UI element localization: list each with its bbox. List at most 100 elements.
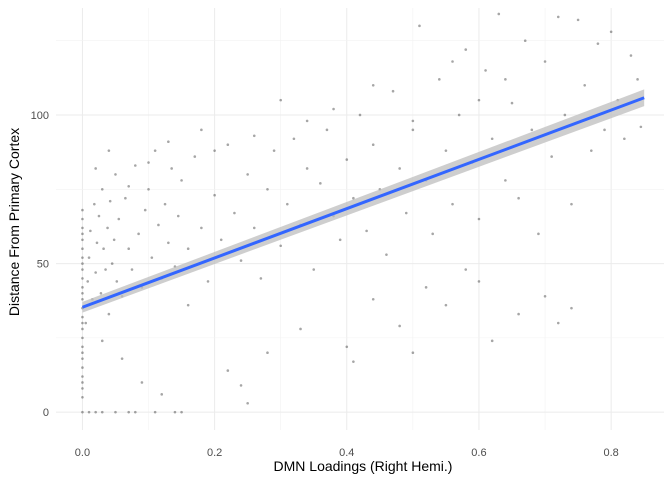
data-point — [94, 410, 97, 414]
data-point — [629, 54, 633, 57]
data-point — [556, 321, 560, 325]
data-point — [81, 208, 84, 212]
data-point — [115, 280, 119, 283]
data-point — [385, 253, 388, 256]
data-point — [95, 241, 99, 245]
data-point — [100, 187, 104, 191]
data-point — [160, 393, 164, 396]
data-point — [504, 179, 507, 182]
data-point — [464, 268, 468, 271]
data-point — [266, 351, 269, 355]
data-point — [398, 324, 401, 328]
data-point — [504, 78, 507, 81]
data-point — [81, 366, 84, 369]
data-point — [157, 223, 160, 227]
y-axis-title: Distance From Primary Cortex — [6, 128, 22, 316]
data-point — [457, 113, 461, 117]
data-point — [299, 327, 302, 331]
data-point — [570, 306, 573, 310]
data-point — [81, 345, 84, 349]
data-point — [108, 199, 112, 203]
data-point — [609, 30, 613, 34]
data-point — [226, 143, 230, 147]
data-point — [543, 60, 547, 63]
data-point — [81, 375, 84, 378]
data-point — [147, 161, 150, 164]
data-point — [114, 173, 117, 176]
data-point — [89, 229, 92, 233]
data-point — [464, 48, 468, 51]
data-point — [107, 312, 111, 316]
y-tick-label: 50 — [37, 259, 49, 271]
data-point — [523, 39, 527, 42]
data-point — [233, 211, 236, 215]
data-point — [510, 101, 514, 105]
data-point — [563, 113, 567, 117]
data-point — [167, 140, 170, 144]
data-point — [81, 297, 84, 301]
data-point — [272, 149, 276, 152]
data-point — [127, 247, 130, 251]
data-point — [81, 381, 84, 384]
data-point — [106, 226, 109, 230]
data-point — [556, 15, 560, 19]
data-point — [153, 149, 157, 152]
data-point — [543, 294, 547, 298]
data-point — [477, 98, 481, 102]
data-point — [81, 226, 84, 230]
data-point — [252, 226, 256, 230]
data-point — [81, 410, 84, 414]
data-point — [259, 277, 263, 280]
data-point — [81, 336, 84, 340]
data-point — [636, 78, 639, 81]
data-point — [110, 262, 114, 265]
data-point — [112, 238, 116, 242]
data-point — [305, 119, 309, 123]
data-point — [81, 321, 84, 325]
data-point — [451, 202, 454, 206]
data-point — [130, 268, 134, 271]
data-point — [530, 128, 534, 132]
data-point — [398, 167, 401, 170]
data-point — [170, 167, 173, 170]
data-point — [484, 69, 487, 72]
data-point — [352, 196, 355, 200]
data-point — [81, 315, 84, 319]
data-point — [517, 312, 520, 316]
x-tick-label: 0.2 — [207, 447, 222, 459]
data-point — [143, 208, 147, 212]
data-point — [86, 280, 90, 283]
data-point — [117, 217, 121, 221]
data-point — [246, 401, 249, 405]
data-point — [279, 98, 282, 102]
data-point — [99, 291, 103, 295]
data-point — [286, 202, 289, 206]
data-point — [150, 256, 154, 259]
data-point — [451, 60, 454, 63]
data-point — [213, 193, 216, 197]
regression-fit — [81, 89, 645, 313]
data-point — [424, 286, 428, 289]
data-point — [104, 268, 107, 271]
grid — [56, 8, 664, 430]
data-point — [623, 137, 626, 141]
data-point — [246, 173, 249, 176]
data-point — [391, 89, 395, 93]
data-point — [411, 351, 415, 355]
data-point — [127, 410, 130, 414]
data-point — [226, 369, 230, 372]
data-point — [358, 113, 362, 117]
data-point — [186, 247, 190, 251]
data-point — [477, 280, 481, 283]
data-point — [97, 214, 101, 218]
data-point — [497, 12, 501, 16]
data-point — [153, 410, 157, 414]
data-point — [292, 137, 296, 141]
data-point — [114, 410, 117, 414]
data-point — [87, 256, 91, 259]
data-point — [239, 384, 243, 387]
data-point — [81, 351, 84, 355]
scatter-points — [81, 12, 643, 414]
data-point — [140, 381, 144, 384]
data-point — [444, 303, 448, 307]
